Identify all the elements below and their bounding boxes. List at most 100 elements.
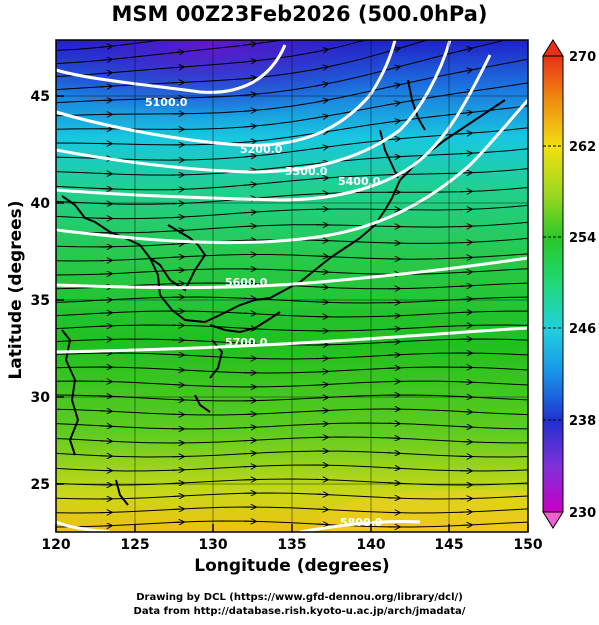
streamline-arrow (99, 73, 112, 74)
streamline-arrow (459, 299, 472, 300)
gridlines (56, 40, 528, 532)
streamline-arrow (459, 226, 472, 227)
x-tick-120: 120 (41, 537, 70, 553)
x-tick-130: 130 (198, 537, 227, 553)
x-tick-150: 150 (513, 537, 542, 553)
streamline (56, 40, 286, 65)
x-tick-145: 145 (434, 537, 463, 553)
streamline-arrow (459, 525, 472, 526)
streamline-arrow (171, 483, 184, 484)
streamline-arrow (316, 13, 328, 16)
streamline-arrow (459, 411, 472, 412)
geopotential-contours (56, 40, 528, 532)
streamline-arrow (315, 411, 328, 412)
streamline-arrow (459, 48, 472, 51)
streamline-arrow (171, 522, 184, 523)
streamline-arrow (243, 226, 256, 227)
streamline-arrow (387, 157, 400, 158)
x-axis-label: Longitude (degrees) (194, 556, 390, 576)
streamline-arrow (315, 84, 328, 86)
streamline-arrow (315, 287, 328, 288)
streamline-arrow (243, 184, 256, 185)
contour-label-5400: 5400.0 (338, 175, 381, 188)
streamline-arrow (171, 67, 184, 68)
streamline-arrow (243, 78, 256, 79)
streamline-arrow (387, 468, 400, 469)
y-tick-35: 35 (31, 293, 50, 309)
streamline-arrow (171, 399, 184, 400)
streamline-arrow (243, 44, 256, 45)
streamline-arrow (316, 31, 328, 34)
streamline-arrow (459, 286, 472, 287)
streamline-arrow (315, 397, 328, 398)
streamline-arrow (460, 4, 472, 8)
streamline-arrow (387, 355, 400, 356)
y-axis-ticks (56, 95, 64, 485)
streamline-arrow (243, 453, 256, 454)
streamline-arrow (243, 126, 256, 127)
streamline-arrow (243, 110, 256, 111)
streamline-arrow (387, 438, 400, 439)
streamline-arrow (243, 427, 256, 428)
streamline-arrow (171, 509, 184, 510)
y-axis-label: Latitude (degrees) (6, 200, 26, 380)
streamline-arrow (460, 26, 472, 30)
streamline-arrow (388, 10, 400, 14)
streamline-arrow (387, 342, 400, 343)
contour-label-5200: 5200.0 (240, 143, 283, 156)
streamline-arrow (315, 49, 328, 52)
y-axis-tick-labels: 45 40 35 30 25 (31, 89, 51, 493)
streamline-arrow (387, 48, 400, 52)
x-axis-tick-labels: 120 125 130 135 140 145 150 (41, 537, 542, 553)
credit-data-source: Data from http://database.rish.kyoto-u.a… (133, 606, 466, 617)
streamline-arrow (315, 509, 328, 510)
streamline-arrow (99, 396, 112, 397)
streamline-arrow (315, 178, 328, 179)
y-tick-40: 40 (31, 196, 51, 212)
y-tick-45: 45 (31, 89, 50, 105)
colorbar: 270 262 254 246 238 230 (542, 39, 596, 529)
streamline-arrow (171, 82, 184, 83)
cold-core-shading (56, 40, 380, 130)
colorbar-tick-238: 238 (569, 414, 596, 429)
streamline-arrow (315, 524, 328, 525)
streamline-arrow (171, 496, 184, 497)
streamline-arrow (99, 59, 112, 60)
streamline-arrow (172, 37, 184, 39)
colorbar-tick-262: 262 (569, 140, 596, 155)
streamline-arrow (459, 382, 472, 383)
streamline-arrow (315, 384, 328, 385)
streamline-arrow (171, 470, 184, 471)
colorbar-tick-270: 270 (569, 50, 596, 65)
contour-label-5300: 5300.0 (285, 165, 328, 178)
streamline-arrow (315, 494, 328, 495)
colorbar-bottom-triangle (542, 511, 564, 529)
colorbar-scale (542, 55, 564, 513)
streamline-arrow (315, 116, 328, 118)
streamline-arrow (387, 453, 400, 454)
colorbar-tick-254: 254 (569, 231, 596, 246)
streamline-arrow (387, 103, 400, 105)
streamline-arrow (387, 329, 400, 330)
x-tick-140: 140 (356, 537, 385, 553)
streamline-arrow (315, 256, 328, 257)
contour-labels: 5100.0 5200.0 5300.0 5400.0 5600.0 5700.… (145, 96, 383, 529)
streamline-arrow (459, 70, 472, 72)
streamline-arrow (99, 441, 112, 442)
streamline-arrow (99, 426, 112, 427)
streamline-arrow (171, 354, 184, 355)
streamline-arrow (243, 61, 256, 62)
streamline-arrow (99, 411, 112, 412)
streamline-arrow (459, 441, 472, 442)
streamline-arrow (315, 67, 328, 70)
y-tick-25: 25 (31, 477, 50, 493)
streamline-arrow (459, 426, 472, 427)
streamline-arrow (243, 141, 256, 142)
streamline-arrow (315, 147, 328, 149)
streamline-arrow (243, 298, 256, 299)
streamline-arrow (243, 313, 256, 314)
x-axis-ticks (55, 524, 529, 532)
streamline-arrow (315, 100, 328, 102)
colorbar-top-triangle (542, 39, 564, 57)
